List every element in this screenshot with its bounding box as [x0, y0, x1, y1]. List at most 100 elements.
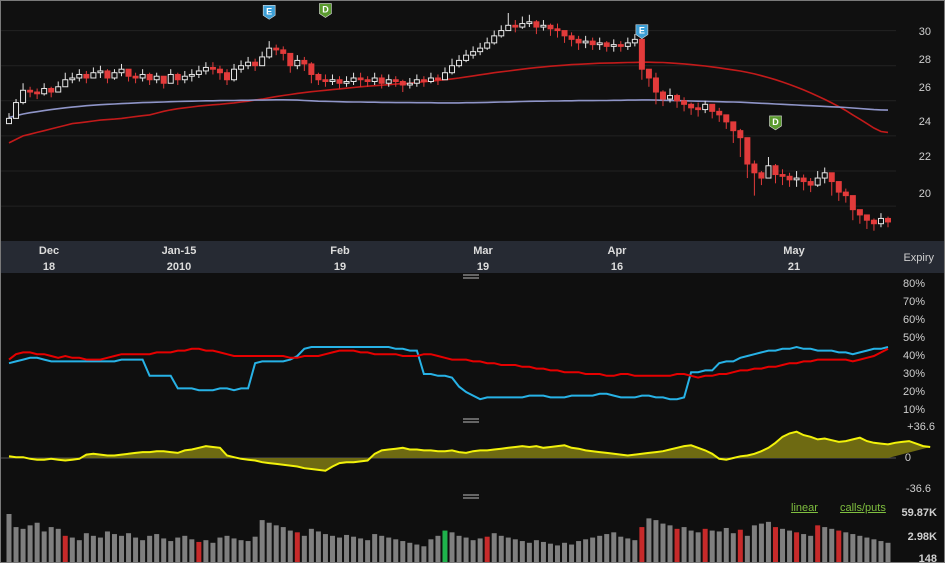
candle-body	[139, 73, 146, 79]
volume-bar	[76, 540, 82, 562]
candle-body	[877, 217, 884, 225]
event-badge-label: E	[639, 26, 645, 36]
candle	[617, 41, 624, 52]
volatility-tick: 20%	[903, 386, 925, 398]
candle-body	[449, 65, 456, 74]
candle	[420, 76, 427, 87]
volume-bar	[400, 541, 406, 562]
volume-bar	[463, 537, 469, 562]
event-badge-label: D	[322, 5, 329, 15]
candle-body	[765, 165, 772, 179]
volume-bar	[421, 546, 427, 562]
candle	[674, 93, 681, 108]
candle-body	[329, 79, 336, 82]
volatility-tick: 40%	[903, 350, 925, 362]
candle	[568, 32, 575, 47]
candle-body	[371, 77, 378, 82]
candle-body	[603, 42, 610, 47]
volume-tick: 59.87K	[902, 507, 938, 519]
candle	[125, 68, 132, 82]
candle-body	[231, 68, 238, 81]
candle-body	[589, 40, 596, 46]
volume-bar	[365, 540, 371, 562]
volume-bar	[857, 535, 863, 562]
candle	[659, 90, 666, 107]
calls-puts-link[interactable]: calls/puts	[840, 502, 886, 514]
candle	[610, 39, 617, 52]
candle	[695, 102, 702, 117]
volume-bar	[182, 535, 188, 562]
volume-bar	[393, 539, 399, 562]
volume-bar	[491, 533, 497, 562]
candle-body	[533, 21, 540, 28]
panel-resize-handle[interactable]	[463, 274, 479, 279]
candle-body	[48, 88, 55, 93]
candle-body	[800, 177, 807, 183]
candle-body	[343, 80, 350, 84]
price-grid	[1, 30, 896, 207]
volume-bar	[13, 527, 19, 562]
volume-bar	[519, 541, 525, 562]
candle	[709, 103, 716, 119]
indicator-area	[1, 273, 944, 562]
candle-body	[519, 23, 526, 28]
candle	[111, 69, 118, 80]
candle-body	[195, 70, 202, 75]
panel-resize-handle[interactable]	[463, 418, 479, 423]
candle-body	[181, 75, 188, 81]
volume-axis: 59.87K 2.98K 148	[902, 507, 938, 562]
volatility-tick: 70%	[903, 296, 925, 308]
panel-resize-handle[interactable]	[463, 494, 479, 499]
spread-tick: -36.6	[906, 483, 931, 495]
volume-bar	[351, 536, 357, 562]
candle-body	[856, 209, 863, 216]
volume-bar	[583, 539, 589, 562]
candle	[245, 56, 252, 70]
earnings-event-icon: E	[635, 24, 649, 39]
date-day-label: 19	[334, 261, 346, 273]
volume-tick: 148	[919, 553, 937, 562]
volume-bar	[90, 535, 96, 562]
candle-body	[146, 73, 153, 81]
volume-bar	[794, 532, 800, 562]
volume-bar	[885, 542, 891, 562]
candle-body	[308, 63, 315, 75]
price-tick: 24	[919, 116, 931, 128]
volume-bar	[301, 535, 307, 562]
volume-bar	[829, 528, 835, 562]
volume-bar	[562, 542, 568, 562]
volume-bar	[48, 527, 54, 562]
candle	[139, 69, 146, 82]
volume-bar	[55, 528, 61, 562]
candle-body	[188, 73, 195, 77]
candle-body	[484, 42, 491, 49]
candle	[652, 72, 659, 105]
candle-body	[828, 172, 835, 183]
moving-average-short-line	[8, 99, 889, 119]
candle-body	[62, 79, 69, 88]
candle-body	[547, 24, 554, 30]
candle-body	[709, 103, 716, 112]
volume-bars	[6, 514, 891, 562]
linear-scale-link[interactable]: linear	[791, 502, 818, 514]
candle	[104, 69, 111, 84]
candle	[498, 25, 505, 38]
volume-bar	[512, 539, 518, 562]
candle	[631, 34, 638, 47]
candle	[603, 41, 610, 52]
candle-body	[751, 163, 758, 174]
candle-body	[779, 174, 786, 177]
candle	[174, 72, 181, 86]
volume-bar	[308, 528, 314, 562]
candle-body	[470, 51, 477, 56]
volume-bar	[632, 540, 638, 562]
candle-body	[885, 217, 891, 223]
candle	[27, 86, 34, 98]
candle-body	[540, 24, 547, 28]
candle-body	[870, 219, 877, 225]
candle-body	[610, 44, 617, 47]
candle	[34, 88, 41, 100]
candle	[638, 37, 645, 80]
candle-body	[744, 137, 751, 165]
candle	[427, 72, 434, 84]
